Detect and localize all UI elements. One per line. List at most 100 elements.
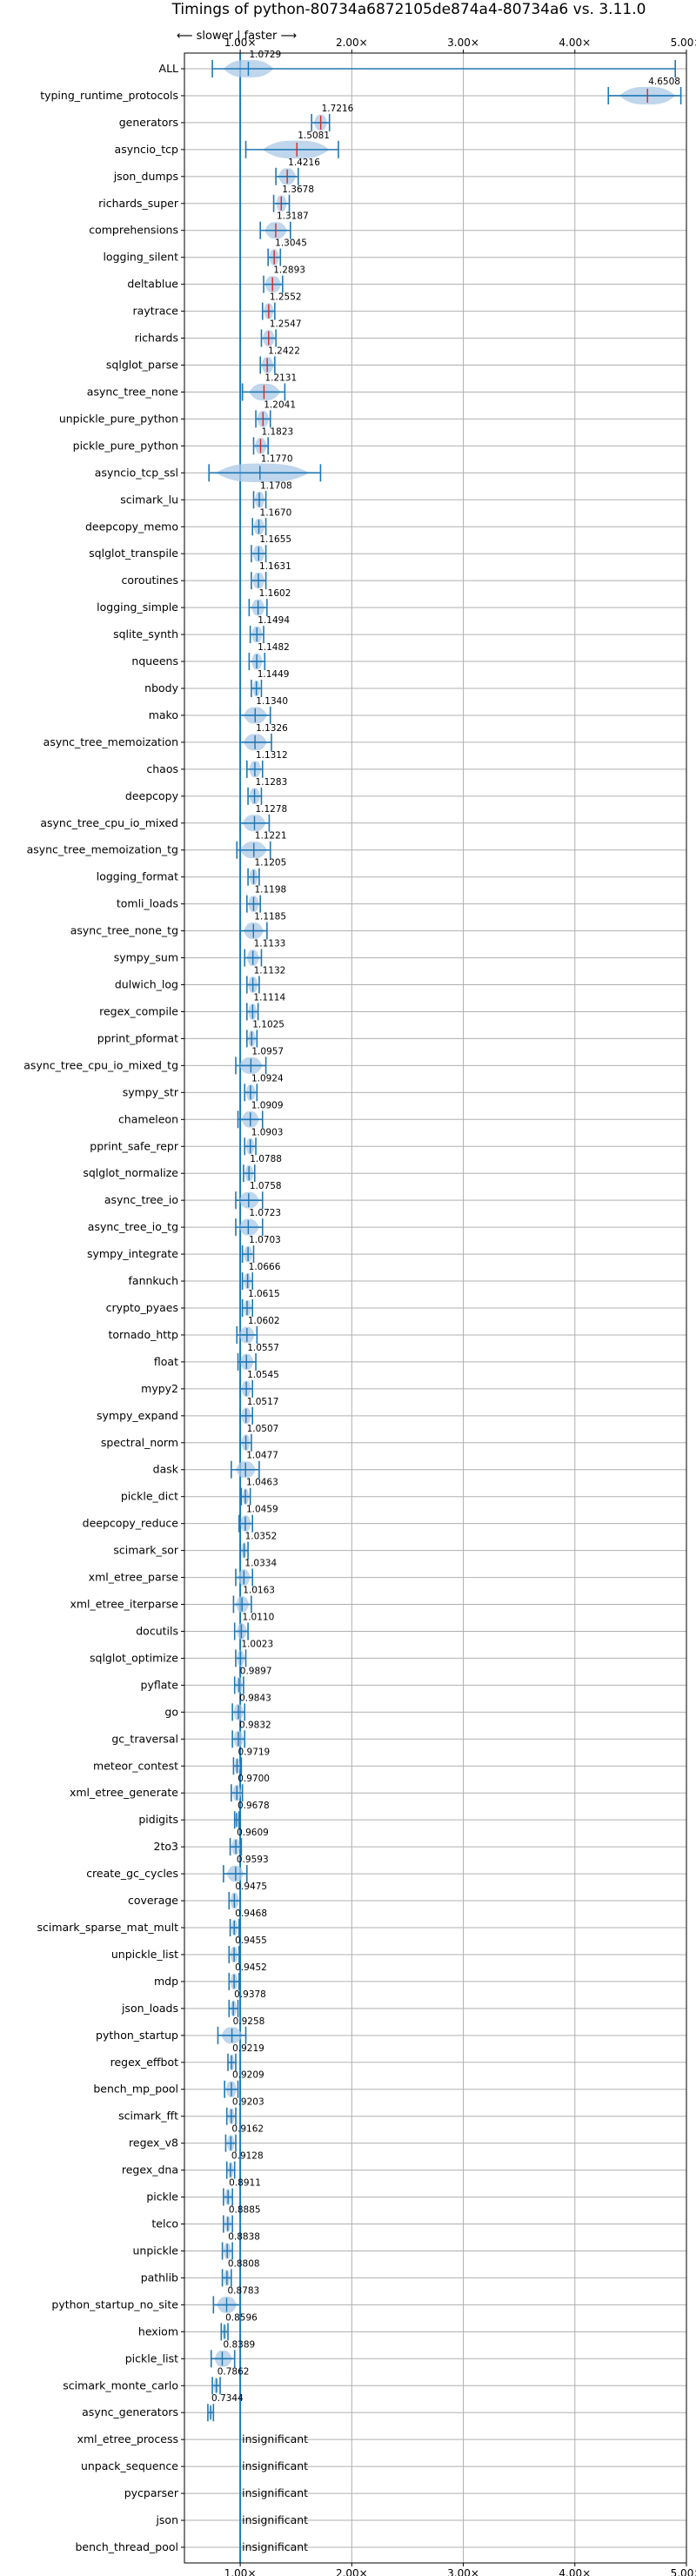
benchmark-label: xml_etree_process bbox=[77, 2432, 178, 2445]
benchmark-label: deepcopy bbox=[125, 789, 179, 802]
benchmark-label: async_tree_cpu_io_mixed_tg bbox=[23, 1058, 178, 1071]
insignificant-label: insignificant bbox=[242, 2540, 308, 2553]
value-label: 0.9678 bbox=[238, 1801, 270, 1811]
benchmark-label: deltablue bbox=[127, 278, 178, 291]
benchmark-label: async_tree_memoization bbox=[44, 735, 178, 748]
insignificant-label: insignificant bbox=[242, 2459, 308, 2472]
value-label: 0.8596 bbox=[225, 2312, 258, 2323]
benchmark-label: scimark_sor bbox=[113, 1544, 178, 1557]
value-label: 0.8911 bbox=[229, 2178, 261, 2189]
benchmark-label: async_tree_io_tg bbox=[88, 1220, 178, 1233]
benchmark-label: comprehensions bbox=[89, 224, 178, 237]
x-tick-label: 2.00× bbox=[336, 37, 368, 49]
x-tick-label: 4.00× bbox=[559, 37, 591, 49]
benchmark-label: json_dumps bbox=[113, 170, 178, 183]
benchmark-label: async_tree_none_tg bbox=[70, 924, 178, 937]
x-tick-label: 5.00× bbox=[671, 37, 696, 49]
benchmark-label: async_tree_io bbox=[104, 1193, 178, 1206]
value-label: 1.1708 bbox=[260, 480, 292, 491]
value-label: 1.1133 bbox=[254, 939, 286, 949]
benchmark-label: sympy_sum bbox=[114, 951, 178, 964]
value-label: 1.1482 bbox=[258, 642, 290, 653]
x-tick-label: 4.00× bbox=[559, 2567, 591, 2576]
benchmark-label: sqlite_synth bbox=[113, 627, 178, 641]
benchmark-label: scimark_sparse_mat_mult bbox=[37, 1921, 179, 1934]
benchmark-label: coroutines bbox=[122, 574, 178, 587]
benchmark-label: asyncio_tcp bbox=[115, 143, 179, 156]
value-label: 0.8389 bbox=[223, 2339, 255, 2350]
benchmark-label: scimark_monte_carlo bbox=[63, 2378, 178, 2392]
value-label: 1.1114 bbox=[253, 992, 285, 1003]
value-label: 0.9128 bbox=[231, 2151, 264, 2162]
value-label: 1.2422 bbox=[268, 346, 300, 357]
benchmark-label: json bbox=[155, 2513, 178, 2526]
benchmark-label: chaos bbox=[146, 762, 178, 775]
marks-layer: 1.0729 4.6508 1.7216 1.5081 1.4216 1.3678 1.31… bbox=[207, 50, 682, 2563]
value-label: 1.1312 bbox=[256, 750, 288, 761]
benchmark-label: docutils bbox=[136, 1624, 178, 1637]
value-label: 1.0666 bbox=[249, 1262, 281, 1272]
benchmark-label: tornado_http bbox=[108, 1328, 178, 1341]
benchmark-label: unpack_sequence bbox=[81, 2459, 178, 2472]
value-label: 0.9700 bbox=[238, 1774, 270, 1784]
x-tick-label: 1.00× bbox=[224, 2567, 257, 2576]
value-label: 1.5081 bbox=[298, 131, 330, 141]
value-label: 1.1283 bbox=[256, 777, 288, 788]
benchmark-label: deepcopy_memo bbox=[85, 520, 178, 533]
value-label: 1.1198 bbox=[254, 885, 286, 896]
benchmark-label: go bbox=[164, 1705, 178, 1718]
direction-hint: ⟵ slower | faster ⟶ bbox=[177, 30, 297, 43]
value-label: 1.2131 bbox=[264, 372, 297, 383]
value-label: 1.4216 bbox=[288, 158, 320, 168]
value-label: 1.0459 bbox=[246, 1505, 278, 1515]
benchmark-label: mako bbox=[149, 708, 178, 721]
insignificant-label: insignificant bbox=[242, 2513, 308, 2526]
value-label: 1.1025 bbox=[252, 1019, 284, 1030]
value-label: 1.0507 bbox=[247, 1424, 279, 1434]
benchmark-label: fannkuch bbox=[129, 1274, 178, 1287]
insignificant-label: insignificant bbox=[242, 2432, 308, 2445]
value-label: 0.9455 bbox=[235, 1935, 267, 1946]
benchmark-label: sympy_integrate bbox=[87, 1247, 178, 1260]
value-label: 1.3187 bbox=[277, 211, 309, 222]
benchmark-label: nbody bbox=[144, 681, 178, 694]
benchmark-label: typing_runtime_protocols bbox=[40, 89, 178, 102]
benchmark-label: async_tree_none bbox=[87, 385, 179, 398]
x-tick-label: 5.00× bbox=[671, 2567, 696, 2576]
benchmark-label: python_startup_no_site bbox=[51, 2298, 178, 2311]
benchmark-label: pprint_safe_repr bbox=[90, 1139, 179, 1152]
value-label: 1.0957 bbox=[251, 1046, 284, 1057]
value-label: 1.1132 bbox=[254, 966, 286, 976]
benchmark-label: meteor_contest bbox=[93, 1759, 178, 1772]
benchmark-label: logging_simple bbox=[97, 600, 178, 614]
value-label: 1.2893 bbox=[273, 265, 305, 276]
benchmark-label: float bbox=[154, 1355, 178, 1368]
benchmark-label: sqlglot_parse bbox=[106, 359, 178, 372]
value-label: 1.1340 bbox=[256, 696, 288, 707]
value-label: 1.1221 bbox=[255, 831, 287, 842]
value-label: 1.0163 bbox=[243, 1586, 275, 1596]
value-label: 0.8783 bbox=[228, 2285, 260, 2296]
value-label: 1.1670 bbox=[260, 507, 292, 518]
value-label: 1.2547 bbox=[270, 319, 302, 330]
value-label: 1.0334 bbox=[244, 1559, 277, 1569]
benchmark-label: pycparser bbox=[124, 2486, 179, 2499]
x-tick-label: 2.00× bbox=[336, 2567, 368, 2576]
value-label: 1.0758 bbox=[250, 1181, 282, 1191]
value-label: 0.9719 bbox=[238, 1747, 271, 1757]
value-label: 1.0023 bbox=[241, 1639, 273, 1649]
value-label: 1.0557 bbox=[247, 1343, 279, 1353]
benchmark-label: unpickle bbox=[132, 2244, 178, 2257]
benchmark-label: xml_etree_generate bbox=[70, 1786, 178, 1799]
value-label: 1.0903 bbox=[251, 1127, 284, 1137]
benchmark-label: 2to3 bbox=[154, 1840, 178, 1853]
value-label: 0.9468 bbox=[235, 1909, 267, 1919]
value-label: 1.0703 bbox=[249, 1235, 281, 1245]
value-label: 1.0352 bbox=[245, 1532, 278, 1542]
value-label: 0.8885 bbox=[229, 2205, 261, 2216]
benchmark-label: regex_compile bbox=[99, 1004, 178, 1017]
value-label: 1.0788 bbox=[250, 1154, 282, 1164]
benchmark-label: pickle_pure_python bbox=[73, 439, 178, 452]
benchmark-label: mypy2 bbox=[141, 1382, 178, 1395]
